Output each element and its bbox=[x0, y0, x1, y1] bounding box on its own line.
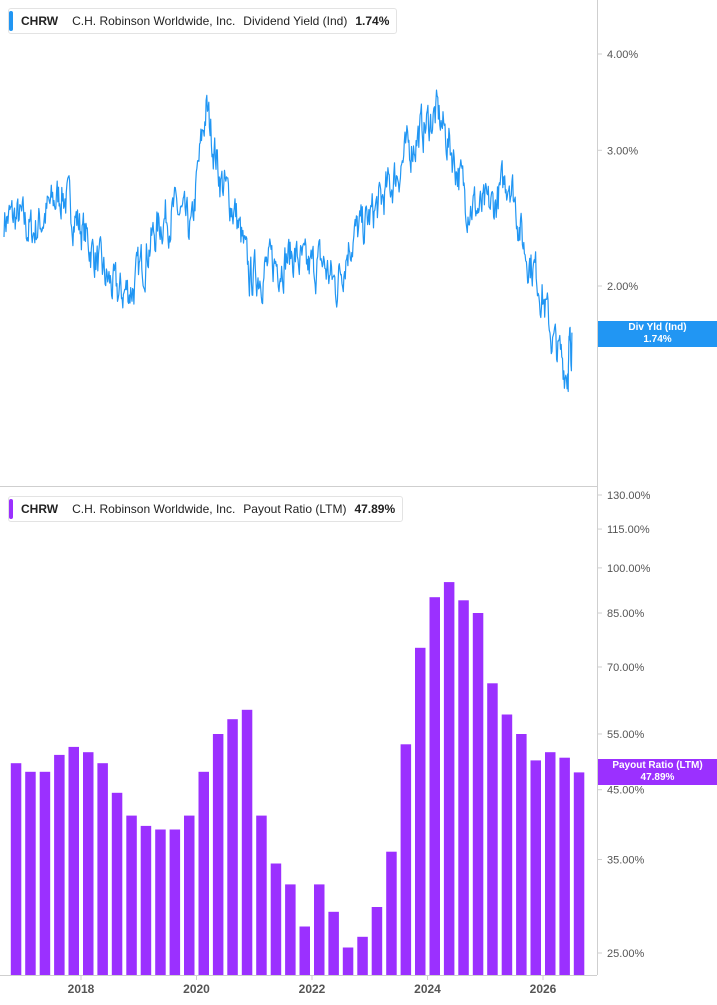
payout-bar bbox=[169, 829, 181, 975]
x-tick-label: 2024 bbox=[414, 982, 441, 996]
dividend-yield-tag-label: Div Yld (Ind) bbox=[628, 322, 687, 333]
top-y-axis: 4.00% 3.00% 2.00% bbox=[597, 49, 638, 293]
top-legend-company: C.H. Robinson Worldwide, Inc. bbox=[72, 14, 236, 28]
bottom-y-tick-label: 130.00% bbox=[607, 490, 651, 502]
x-tick-label: 2022 bbox=[299, 982, 326, 996]
bottom-legend-company: C.H. Robinson Worldwide, Inc. bbox=[72, 502, 236, 516]
payout-bar bbox=[530, 760, 541, 975]
payout-bar bbox=[429, 597, 440, 975]
payout-ratio-tag-label: Payout Ratio (LTM) bbox=[612, 760, 703, 771]
payout-bar bbox=[415, 647, 426, 975]
payout-bar bbox=[97, 763, 108, 975]
top-legend-ticker: CHRW bbox=[21, 14, 59, 28]
x-tick-label: 2018 bbox=[68, 982, 95, 996]
top-y-tick-label: 3.00% bbox=[607, 145, 638, 157]
payout-bar bbox=[386, 851, 397, 975]
dividend-yield-tag-value: 1.74% bbox=[643, 334, 672, 345]
bottom-y-tick-label: 85.00% bbox=[607, 608, 645, 620]
top-y-tick-label: 2.00% bbox=[607, 281, 638, 293]
payout-bar bbox=[83, 752, 94, 975]
bottom-legend-value: 47.89% bbox=[354, 502, 396, 516]
bottom-y-tick-label: 115.00% bbox=[607, 524, 650, 536]
x-tick-label: 2026 bbox=[530, 982, 557, 996]
payout-bar bbox=[559, 757, 570, 975]
x-axis: 2018 2020 2022 2024 2026 bbox=[68, 975, 557, 996]
payout-bar bbox=[314, 884, 325, 975]
payout-bar bbox=[140, 825, 152, 975]
bottom-legend-metric: Payout Ratio (LTM) bbox=[243, 502, 347, 516]
top-legend-swatch bbox=[9, 11, 13, 31]
payout-bar bbox=[487, 683, 498, 975]
payout-bar bbox=[10, 763, 22, 975]
payout-bar bbox=[198, 771, 209, 975]
payout-bar bbox=[25, 771, 36, 975]
payout-bar bbox=[68, 746, 79, 975]
bottom-y-tick-label: 70.00% bbox=[607, 662, 645, 674]
payout-bar bbox=[342, 947, 354, 975]
payout-bar bbox=[472, 613, 484, 975]
payout-bar bbox=[126, 815, 137, 975]
top-legend-metric: Dividend Yield (Ind) bbox=[243, 14, 348, 28]
bottom-y-tick-label: 35.00% bbox=[607, 855, 645, 867]
bottom-y-axis: 130.00% 115.00% 100.00% 85.00% 70.00% 55.00% 4… bbox=[597, 490, 651, 960]
bottom-y-tick-label: 55.00% bbox=[607, 729, 645, 741]
bottom-y-tick-label: 45.00% bbox=[607, 785, 645, 797]
bottom-legend-swatch bbox=[9, 499, 13, 519]
bottom-legend: CHRW C.H. Robinson Worldwide, Inc. Payou… bbox=[8, 496, 404, 522]
payout-bar bbox=[270, 863, 282, 975]
x-tick-label: 2020 bbox=[183, 982, 210, 996]
payout-bar bbox=[371, 907, 383, 975]
bottom-y-tick-label: 100.00% bbox=[607, 563, 651, 575]
top-y-tick-label: 4.00% bbox=[607, 49, 638, 61]
payout-bar bbox=[516, 734, 527, 975]
payout-bar bbox=[328, 911, 339, 975]
payout-bar bbox=[256, 815, 267, 975]
payout-bar bbox=[400, 744, 412, 975]
payout-bar bbox=[227, 719, 238, 975]
payout-bar bbox=[443, 582, 455, 975]
payout-bar bbox=[285, 884, 296, 975]
payout-bar bbox=[39, 771, 51, 975]
payout-bar bbox=[54, 754, 65, 975]
payout-ratio-bars bbox=[10, 582, 585, 975]
dividend-yield-line bbox=[3, 89, 573, 393]
payout-bar bbox=[111, 792, 123, 975]
payout-bar bbox=[545, 752, 556, 975]
payout-bar bbox=[357, 936, 368, 975]
payout-bar bbox=[212, 734, 224, 975]
payout-bar bbox=[458, 600, 469, 975]
payout-bar bbox=[155, 829, 166, 975]
top-legend: CHRW C.H. Robinson Worldwide, Inc. Divid… bbox=[8, 8, 398, 34]
payout-bar bbox=[573, 772, 585, 975]
payout-bar bbox=[184, 815, 195, 975]
payout-ratio-tag-value: 47.89% bbox=[640, 772, 675, 783]
dividend-yield-value-tag: Div Yld (Ind) 1.74% bbox=[598, 321, 717, 347]
payout-ratio-value-tag: Payout Ratio (LTM) 47.89% bbox=[598, 759, 717, 785]
payout-bar bbox=[501, 714, 513, 975]
bottom-legend-ticker: CHRW bbox=[21, 502, 59, 516]
top-legend-value: 1.74% bbox=[355, 14, 390, 28]
payout-bar bbox=[299, 926, 310, 975]
payout-bar bbox=[241, 709, 253, 975]
bottom-y-tick-label: 25.00% bbox=[607, 948, 645, 960]
